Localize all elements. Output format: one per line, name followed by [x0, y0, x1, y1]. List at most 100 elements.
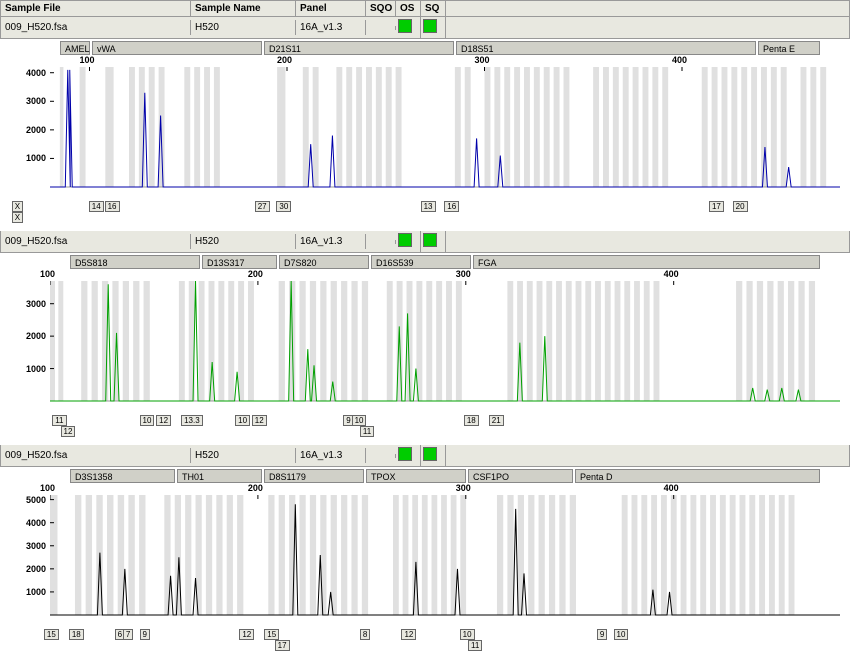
chart-area: 10020030040010002000300040005000	[50, 483, 840, 629]
allele-call[interactable]: 8	[360, 629, 370, 640]
y-tick-label: 4000	[26, 68, 46, 78]
allele-call[interactable]: 27	[255, 201, 270, 212]
column-header: Sample File	[1, 1, 191, 16]
y-tick-label: 3000	[26, 299, 46, 309]
allele-call-row: 15186791215178121011910	[0, 629, 850, 653]
y-tick-label: 5000	[26, 495, 46, 505]
x-tick-label: 300	[456, 269, 471, 279]
column-header: OS	[396, 1, 421, 16]
allele-call[interactable]: 12	[252, 415, 267, 426]
allele-call[interactable]: 14	[89, 201, 104, 212]
panel-cell: 16A_v1.3	[296, 234, 366, 249]
locus-row: D3S1358TH01D8S1179TPOXCSF1POPenta D	[0, 467, 850, 483]
os-indicator	[398, 19, 412, 33]
chart-area: 100200300400100020003000	[50, 269, 840, 415]
y-axis-ticks: 1000 2000 3000	[10, 281, 48, 401]
allele-call[interactable]: 12	[401, 629, 416, 640]
locus-label: AMEL	[60, 41, 90, 55]
allele-call[interactable]: 17	[275, 640, 290, 651]
sample-file-cell: 009_H520.fsa	[1, 234, 191, 249]
allele-call[interactable]: 16	[444, 201, 459, 212]
locus-label: TPOX	[366, 469, 466, 483]
electropherogram-panel: 009_H520.fsaH52016A_v1.3D3S1358TH01D8S11…	[0, 445, 850, 653]
x-tick-label: 200	[248, 269, 263, 279]
allele-call[interactable]: 9	[140, 629, 150, 640]
allele-call[interactable]: 11	[360, 426, 374, 437]
allele-call[interactable]: 12	[156, 415, 171, 426]
y-tick-label: 2000	[26, 564, 46, 574]
locus-label: D18S51	[456, 41, 756, 55]
x-tick-label: 400	[664, 269, 679, 279]
allele-call[interactable]: 20	[733, 201, 748, 212]
sample-name-cell: H520	[191, 20, 296, 35]
allele-call[interactable]: 7	[123, 629, 133, 640]
allele-call-row: XX1416273013161720	[0, 201, 850, 225]
allele-call[interactable]: 13.3	[181, 415, 203, 426]
sq-cell	[421, 17, 446, 38]
electropherogram-panel: 009_H520.fsaH52016A_v1.3D5S818D13S317D7S…	[0, 231, 850, 439]
panel-cell: 16A_v1.3	[296, 448, 366, 463]
column-header-row: Sample FileSample NamePanelSQOOSSQ	[0, 0, 850, 17]
y-tick-label: 1000	[26, 364, 46, 374]
column-header: SQO	[366, 1, 396, 16]
sample-file-cell: 009_H520.fsa	[1, 20, 191, 35]
allele-call[interactable]: 10	[460, 629, 475, 640]
allele-call[interactable]: 12	[61, 426, 76, 437]
sqo-cell	[366, 26, 396, 30]
allele-call[interactable]: 10	[352, 415, 367, 426]
allele-call[interactable]: 10	[235, 415, 250, 426]
allele-call[interactable]: 17	[709, 201, 724, 212]
sample-info-row: 009_H520.fsaH52016A_v1.3	[0, 445, 850, 467]
allele-call[interactable]: 15	[264, 629, 279, 640]
y-axis-ticks: 1000 2000 3000 4000 5000	[10, 495, 48, 615]
locus-label: D7S820	[279, 255, 369, 269]
x-tick-label: 300	[456, 483, 471, 493]
electropherogram-chart	[50, 281, 840, 415]
y-tick-label: 3000	[26, 541, 46, 551]
allele-call[interactable]: 9	[597, 629, 607, 640]
allele-call[interactable]: X	[12, 212, 23, 223]
locus-label: TH01	[177, 469, 262, 483]
y-tick-label: 4000	[26, 518, 46, 528]
y-tick-label: 2000	[26, 331, 46, 341]
x-tick-label: 400	[664, 483, 679, 493]
allele-call[interactable]: 10	[614, 629, 629, 640]
allele-call[interactable]: 16	[105, 201, 120, 212]
allele-call-row: 1112101213.31012910111821	[0, 415, 850, 439]
os-cell	[396, 445, 421, 466]
locus-label: D13S317	[202, 255, 277, 269]
allele-call[interactable]: 13	[421, 201, 436, 212]
locus-label: CSF1PO	[468, 469, 573, 483]
y-axis-ticks: 1000200030004000	[10, 67, 48, 187]
y-tick-label: 1000	[26, 587, 46, 597]
x-axis-ticks: 100200300400	[50, 55, 840, 67]
electropherogram-chart	[50, 495, 840, 629]
y-tick-label: 3000	[26, 96, 46, 106]
x-tick-label: 100	[40, 269, 55, 279]
allele-call[interactable]: 10	[140, 415, 155, 426]
locus-label: D8S1179	[264, 469, 364, 483]
electropherogram-chart	[50, 67, 840, 201]
locus-label: Penta E	[758, 41, 820, 55]
x-tick-label: 100	[40, 483, 55, 493]
allele-call[interactable]: 18	[69, 629, 84, 640]
sqo-cell	[366, 454, 396, 458]
y-tick-label: 1000	[26, 153, 46, 163]
locus-label: FGA	[473, 255, 820, 269]
locus-label: D3S1358	[70, 469, 175, 483]
allele-call[interactable]: 18	[464, 415, 479, 426]
allele-call[interactable]: 21	[489, 415, 504, 426]
allele-call[interactable]: X	[12, 201, 23, 212]
allele-call[interactable]: 11	[468, 640, 482, 651]
allele-call[interactable]: 30	[276, 201, 291, 212]
allele-call[interactable]: 12	[239, 629, 254, 640]
locus-row: AMELvWAD21S11D18S51Penta E	[0, 39, 850, 55]
locus-label: vWA	[92, 41, 262, 55]
x-tick-label: 400	[672, 55, 687, 65]
sample-file-cell: 009_H520.fsa	[1, 448, 191, 463]
chart-area: 1002003004001000200030004000	[50, 55, 840, 201]
allele-call[interactable]: 11	[52, 415, 66, 426]
sqo-cell	[366, 240, 396, 244]
allele-call[interactable]: 15	[44, 629, 59, 640]
x-tick-label: 300	[475, 55, 490, 65]
